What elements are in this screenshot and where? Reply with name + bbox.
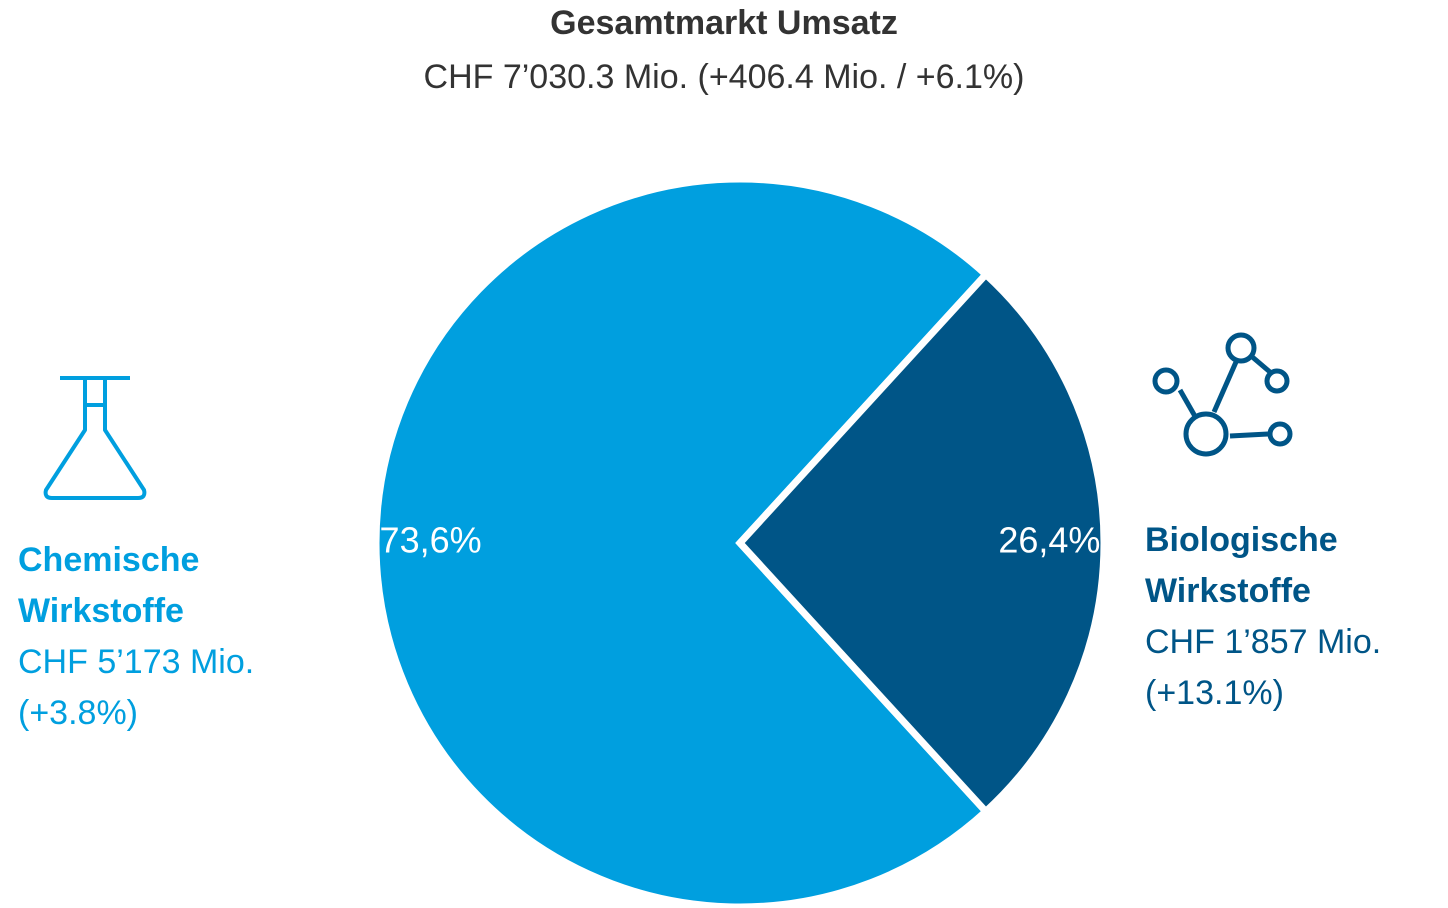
side-label: Chemische Wirkstoffe CHF 5’173 Mio. (+3.… xyxy=(18,535,318,739)
value-label: 73,6% xyxy=(380,520,482,561)
side-label: Biologische Wirkstoffe CHF 1’857 Mio. (+… xyxy=(1145,515,1445,719)
category-label: Chemische Wirkstoffe xyxy=(18,541,200,630)
pie-slice xyxy=(372,175,991,908)
pie-slice xyxy=(735,269,1108,817)
category-detail: CHF 1’857 Mio. (+13.1%) xyxy=(1145,623,1382,712)
category-label: Biologische Wirkstoffe xyxy=(1145,521,1338,610)
value-label: 26,4% xyxy=(998,520,1100,561)
category-detail: CHF 5’173 Mio. (+3.8%) xyxy=(18,643,255,732)
molecule-icon xyxy=(1152,332,1293,457)
flask-icon xyxy=(43,376,147,500)
chart-subtitle: CHF 7’030.3 Mio. (+406.4 Mio. / +6.1%) xyxy=(423,58,1025,96)
chart-title: Gesamtmarkt Umsatz xyxy=(550,4,898,42)
